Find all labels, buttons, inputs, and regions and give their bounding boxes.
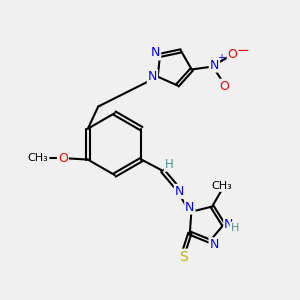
Text: N: N <box>209 238 219 251</box>
Text: H: H <box>165 158 173 171</box>
Text: CH₃: CH₃ <box>211 181 232 191</box>
Text: CH₃: CH₃ <box>28 153 49 163</box>
Text: N: N <box>151 46 160 59</box>
Text: N: N <box>224 218 233 231</box>
Text: −: − <box>236 44 249 59</box>
Text: N: N <box>148 70 157 83</box>
Text: N: N <box>210 58 219 71</box>
Text: S: S <box>180 250 188 264</box>
Text: H: H <box>230 223 239 233</box>
Text: O: O <box>58 152 68 165</box>
Text: +: + <box>217 53 225 63</box>
Text: O: O <box>219 80 229 93</box>
Text: N: N <box>185 200 195 214</box>
Text: N: N <box>175 185 184 198</box>
Text: O: O <box>228 48 238 61</box>
